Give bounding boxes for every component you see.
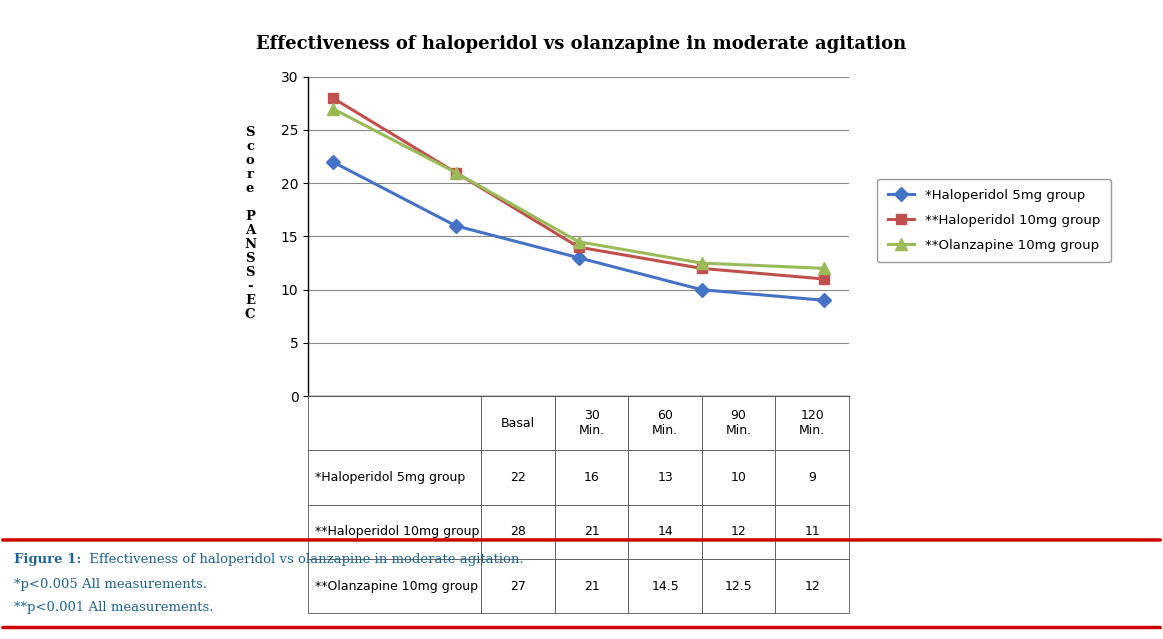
- **Olanzapine 10mg group: [572, 238, 585, 245]
- Text: Figure 1:: Figure 1:: [14, 553, 81, 566]
- Text: S
c
o
r
e

P
A
N
S
S
-
E
C: S c o r e P A N S S - E C: [244, 126, 256, 321]
- **Haloperidol 10mg group: [572, 243, 585, 251]
- Line: **Haloperidol 10mg group: **Haloperidol 10mg group: [328, 93, 829, 284]
- **Haloperidol 10mg group: [818, 275, 832, 283]
- Legend: *Haloperidol 5mg group, **Haloperidol 10mg group, **Olanzapine 10mg group: *Haloperidol 5mg group, **Haloperidol 10…: [877, 178, 1111, 263]
- *Haloperidol 5mg group: [449, 222, 463, 229]
- **Olanzapine 10mg group: [694, 259, 708, 267]
- **Olanzapine 10mg group: [818, 265, 832, 272]
- *Haloperidol 5mg group: [818, 296, 832, 304]
- Text: Effectiveness of haloperidol vs olanzapine in moderate agitation: Effectiveness of haloperidol vs olanzapi…: [256, 35, 907, 53]
- Text: Effectiveness of haloperidol vs olanzapine in moderate agitation.: Effectiveness of haloperidol vs olanzapi…: [85, 553, 523, 566]
- Text: *p<0.005 All measurements.: *p<0.005 All measurements.: [14, 578, 207, 591]
- **Olanzapine 10mg group: [326, 105, 340, 112]
- **Olanzapine 10mg group: [449, 169, 463, 176]
- Text: **p<0.001 All measurements.: **p<0.001 All measurements.: [14, 601, 214, 613]
- Line: *Haloperidol 5mg group: *Haloperidol 5mg group: [328, 157, 829, 305]
- Line: **Olanzapine 10mg group: **Olanzapine 10mg group: [327, 103, 830, 274]
- **Haloperidol 10mg group: [449, 169, 463, 176]
- *Haloperidol 5mg group: [326, 158, 340, 166]
- *Haloperidol 5mg group: [694, 286, 708, 293]
- **Haloperidol 10mg group: [326, 94, 340, 102]
- **Haloperidol 10mg group: [694, 265, 708, 272]
- *Haloperidol 5mg group: [572, 254, 585, 261]
